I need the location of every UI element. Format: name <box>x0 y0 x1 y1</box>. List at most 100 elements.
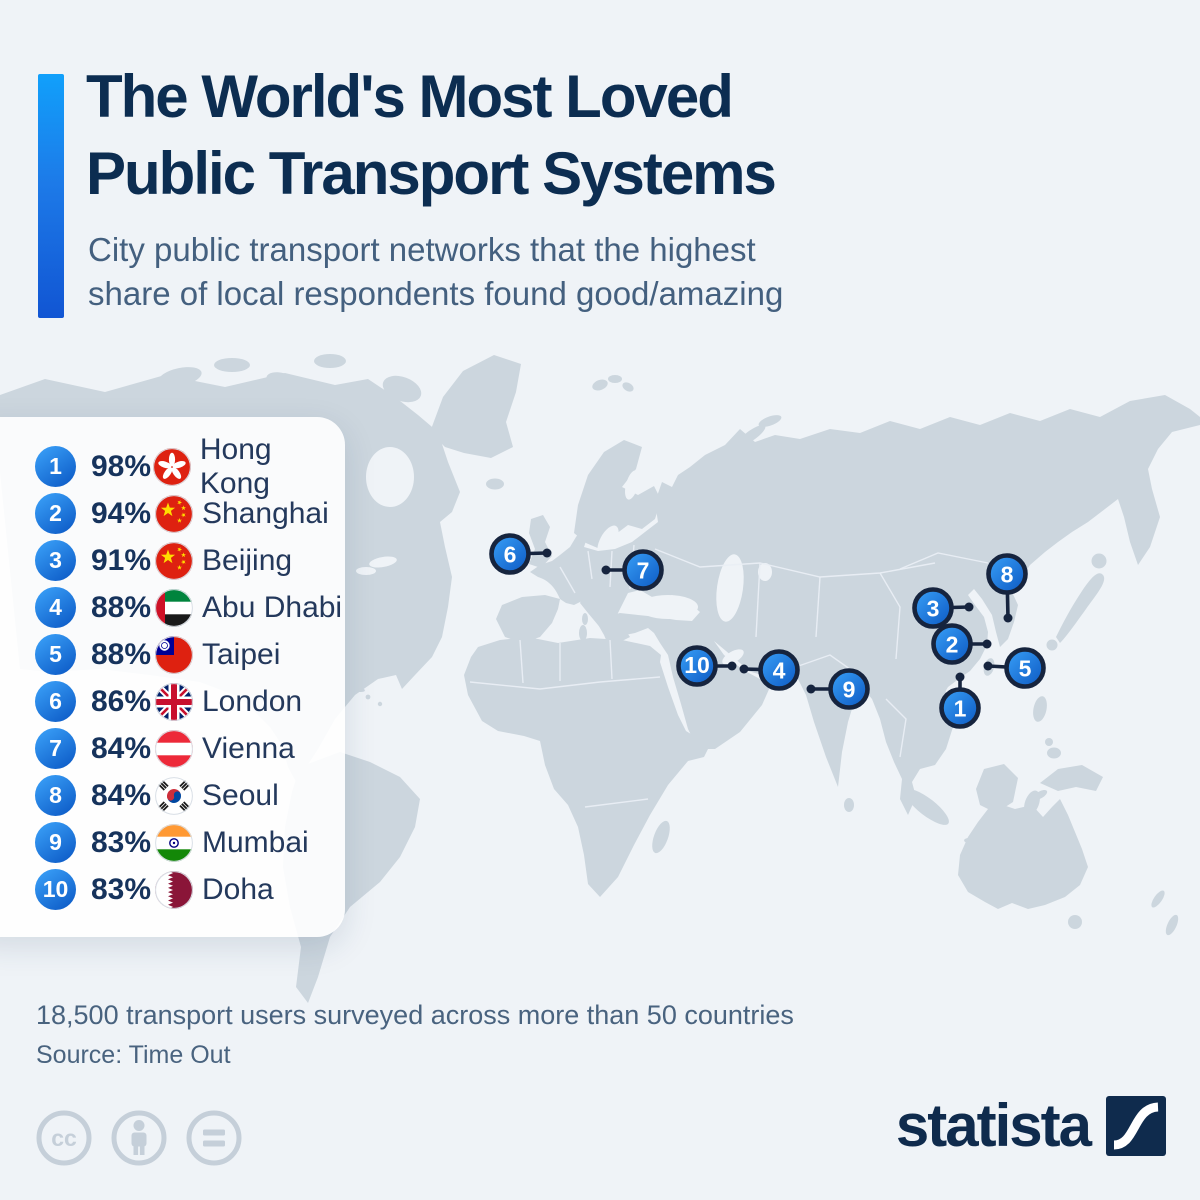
ranking-row-shanghai: 2 94% Shanghai <box>0 490 345 537</box>
rank-percent: 84% <box>91 731 152 765</box>
map-marker-doha: 10 <box>676 645 737 687</box>
marker-circle <box>622 549 664 591</box>
cc-icon: cc <box>36 1110 92 1166</box>
rank-number: 2 <box>49 500 62 526</box>
rank-badge: 7 <box>35 728 76 769</box>
flag-qatar-icon <box>155 870 193 909</box>
rank-percent: 86% <box>91 684 152 718</box>
rank-number: 10 <box>42 876 69 902</box>
rank-badge: 9 <box>35 822 76 863</box>
rank-number: 5 <box>49 641 62 667</box>
flag-uae-icon <box>155 588 193 627</box>
rank-badge: 1 <box>35 446 76 487</box>
marker-number: 8 <box>1001 561 1014 587</box>
flag-china-icon <box>155 541 193 580</box>
marker-city-dot <box>1003 613 1013 623</box>
country-borders <box>469 544 989 808</box>
marker-circle <box>828 668 870 710</box>
marker-number: 2 <box>946 631 959 657</box>
rank-number: 8 <box>49 782 62 808</box>
svg-text:cc: cc <box>51 1125 77 1151</box>
marker-city-dot <box>542 548 552 558</box>
rank-percent: 88% <box>91 590 152 624</box>
map-marker-shanghai: 2 <box>931 623 992 665</box>
rank-badge: 2 <box>35 493 76 534</box>
rank-badge: 10 <box>35 869 76 910</box>
marker-circle <box>931 623 973 665</box>
flag-austria-icon <box>155 729 193 768</box>
cc-license-icons: cc <box>36 1110 242 1166</box>
page-subtitle: City public transport networks that the … <box>88 228 783 316</box>
ranking-row-hong-kong: 1 98% Hong Kong <box>0 433 345 500</box>
marker-number: 6 <box>504 541 517 567</box>
marker-number: 4 <box>773 657 786 683</box>
marker-circle <box>986 553 1028 595</box>
marker-circle <box>1004 647 1046 689</box>
title-line-2: Public Transport Systems <box>86 140 777 207</box>
ranking-card: 1 98% Hong Kong 2 94% Shanghai 3 91% Beijing 4 88%… <box>0 417 345 937</box>
marker-circle <box>489 533 531 575</box>
flag-hong-kong-icon <box>152 447 191 486</box>
rank-city-label: Hong Kong <box>199 432 272 500</box>
rank-badge: 8 <box>35 775 76 816</box>
marker-city-dot <box>964 602 974 612</box>
marker-circle <box>912 587 954 629</box>
marker-city-dot <box>982 639 992 649</box>
marker-city-dot <box>739 664 749 674</box>
source-note: Source: Time Out <box>36 1041 231 1069</box>
marker-city-dot <box>727 661 737 671</box>
rank-percent: 91% <box>91 543 152 577</box>
marker-city-dot <box>806 684 816 694</box>
marker-circle <box>939 687 981 729</box>
rank-percent: 84% <box>91 778 152 812</box>
ranking-row-taipei: 5 88% Taipei <box>0 631 345 678</box>
map-marker-abu-dhabi: 4 <box>739 649 800 691</box>
rank-percent: 94% <box>91 496 152 530</box>
map-marker-taipei: 5 <box>983 647 1046 689</box>
ranking-row-doha: 10 83% Doha <box>0 866 345 913</box>
rank-badge: 4 <box>35 587 76 628</box>
flag-taiwan-icon <box>155 635 193 674</box>
ranking-row-mumbai: 9 83% Mumbai <box>0 819 345 866</box>
ranking-row-vienna: 7 84% Vienna <box>0 725 345 772</box>
rank-number: 4 <box>49 594 62 620</box>
rank-number: 3 <box>49 547 62 573</box>
marker-city-dot <box>601 565 611 575</box>
marker-number: 3 <box>927 595 940 621</box>
marker-number: 10 <box>684 652 710 678</box>
rank-number: 6 <box>49 688 62 714</box>
rank-badge: 5 <box>35 634 76 675</box>
ranking-row-seoul: 8 84% Seoul <box>0 772 345 819</box>
flag-uk-icon <box>155 682 193 721</box>
rank-city-label: Seoul <box>202 778 279 812</box>
rank-city-label: Mumbai <box>202 825 309 859</box>
ranking-row-london: 6 86% London <box>0 678 345 725</box>
subtitle-line-1: City public transport networks that the … <box>88 231 756 268</box>
marker-city-dot <box>955 672 965 682</box>
map-marker-vienna: 7 <box>601 549 664 591</box>
statista-logo: statista <box>896 1096 1166 1156</box>
equals-icon <box>186 1110 242 1166</box>
marker-number: 9 <box>843 676 856 702</box>
marker-number: 7 <box>637 557 650 583</box>
rank-city-label: Abu Dhabi <box>202 590 343 624</box>
marker-number: 5 <box>1019 655 1032 681</box>
attribution-icon <box>111 1110 167 1166</box>
rank-percent: 83% <box>91 825 152 859</box>
rank-percent: 83% <box>91 872 152 906</box>
rank-number: 9 <box>49 829 62 855</box>
map-marker-beijing: 3 <box>912 587 974 629</box>
marker-city-dot <box>983 661 993 671</box>
rank-city-label: Doha <box>202 872 274 906</box>
flag-south-korea-icon <box>155 776 193 815</box>
rank-badge: 3 <box>35 540 76 581</box>
flag-india-icon <box>155 823 193 862</box>
flag-china-icon <box>155 494 193 533</box>
marker-circle <box>676 645 718 687</box>
accent-bar <box>38 74 64 318</box>
rank-city-label: Beijing <box>202 543 293 577</box>
page-title: The World's Most Loved Public Transport … <box>86 58 777 212</box>
rank-city-label: Shanghai <box>202 496 329 530</box>
rank-city-label: London <box>202 684 303 718</box>
